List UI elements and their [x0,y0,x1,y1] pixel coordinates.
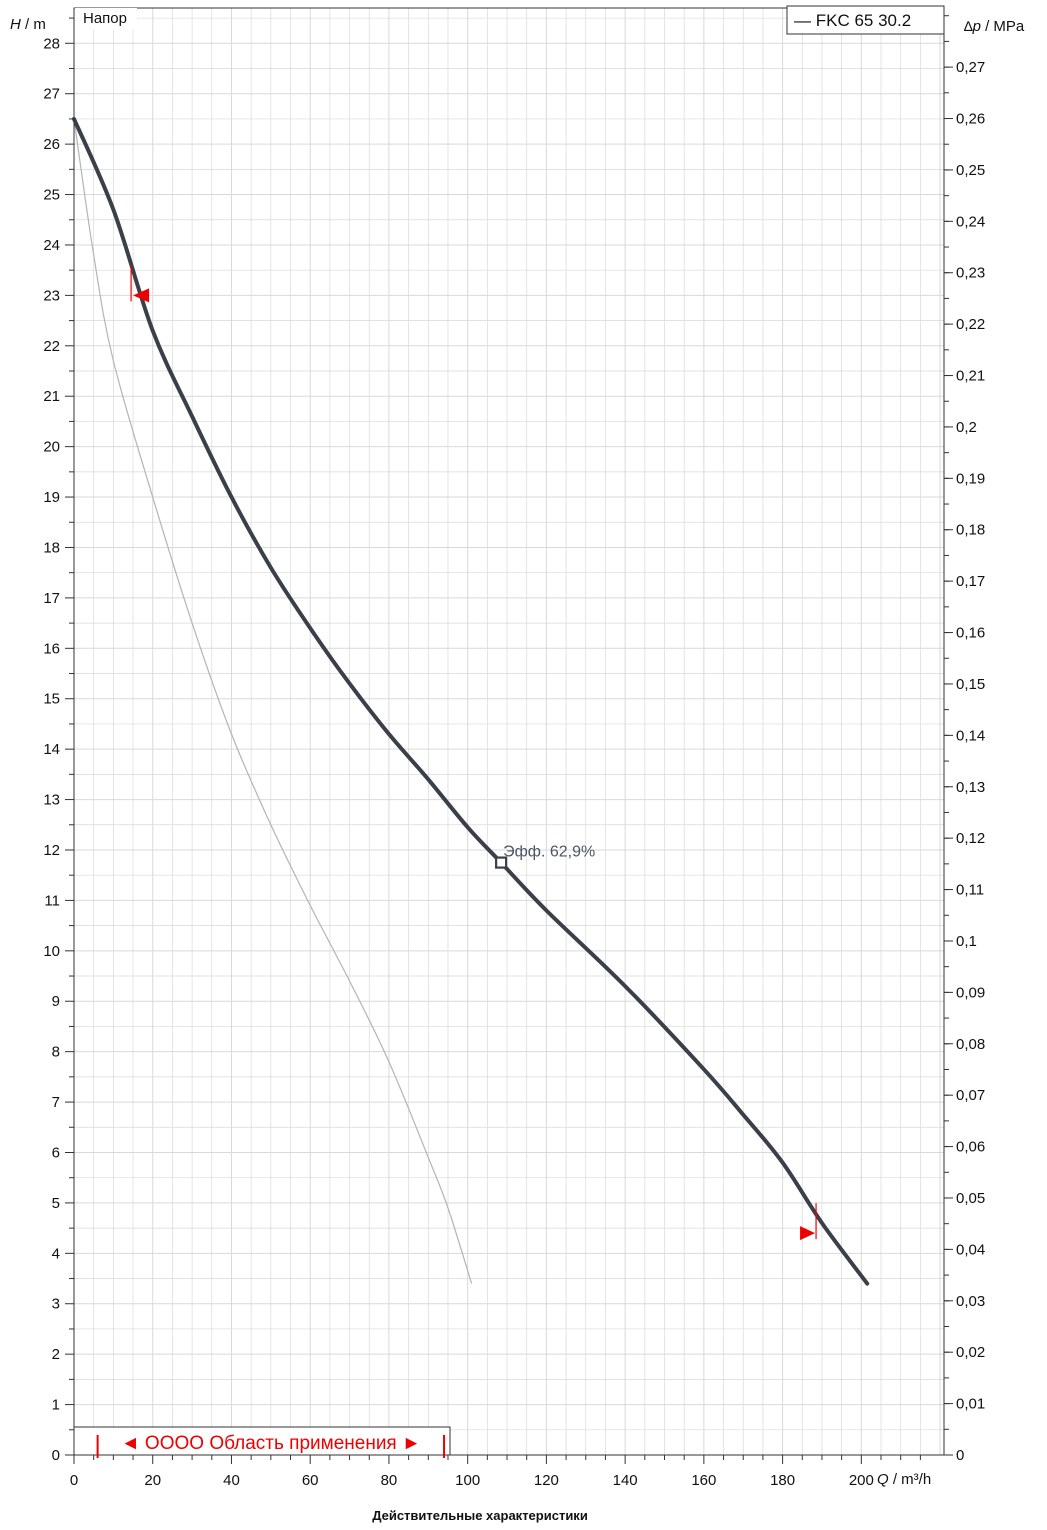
efficiency-point-marker [495,856,508,869]
curves [72,116,870,1286]
y-left-tick-label: 14 [43,741,60,758]
y-right-tick-label: 0,11 [956,882,984,899]
y-right-tick-label: 0,12 [956,830,985,847]
y-left-tick-label: 25 [43,187,60,204]
plot-border [73,7,945,1456]
y-left-tick-label: 15 [43,691,60,708]
y-right-tick-label: 0,15 [956,676,985,693]
x-tick-label: 200 [849,1472,874,1489]
y-left-tick-label: 27 [43,86,60,103]
y-right-tick-label: 0,02 [956,1344,985,1361]
y-axis-right-label: ∆p / MPa [964,18,1025,35]
y-right-tick-label: 0,27 [956,59,985,76]
y-left-tick-label: 0 [52,1447,60,1464]
y-right-tick-label: 0,22 [956,316,985,333]
y-right-tick-label: 0,03 [956,1293,985,1310]
panel-label-box: Напор [75,8,137,30]
legend-box [786,5,945,35]
range-start-arrow [133,288,150,303]
y-right-tick-label: 0,26 [956,111,985,128]
y-left-tick-label: 11 [44,892,60,909]
y-left-tick-label: 12 [43,842,60,859]
y-right-tick-label: 0,09 [956,984,985,1001]
y-right-tick-label: 0,21 [956,368,985,385]
axis-ticks: 0123456789101112131415161718192021222324… [43,15,985,1489]
y-right-tick-label: 0,25 [956,162,985,179]
x-tick-label: 120 [534,1472,559,1489]
y-right-tick-label: 0,18 [956,522,985,539]
system-curve [73,118,473,1284]
y-right-tick-label: 0,08 [956,1036,985,1053]
y-right-tick-label: 0,06 [956,1139,985,1156]
y-right-tick-label: 0,17 [956,573,985,590]
y-right-tick-label: 0,16 [956,625,985,642]
y-right-unit: / MPa [981,18,1025,35]
y-left-tick-label: 16 [43,640,60,657]
y-left-tick-label: 28 [43,35,60,52]
x-unit: / m³/h [889,1471,932,1488]
x-axis-label: Q / m³/h [877,1471,931,1488]
y-left-tick-label: 19 [43,489,60,506]
x-tick-label: 40 [223,1472,240,1489]
y-right-tick-label: 0,19 [956,470,985,487]
application-range-box [73,1426,451,1456]
y-left-tick-label: 26 [43,136,60,153]
legend-entry: — FKC 65 30.2 [794,11,911,30]
pump-curve-fkc-65-30-2 [72,116,870,1286]
y-right-tick-label: 0 [956,1447,964,1464]
y-left-tick-label: 23 [43,287,60,304]
y-left-tick-label: 22 [43,338,60,355]
y-right-tick-label: 0,24 [956,213,985,230]
x-symbol: Q [877,1471,889,1488]
y-left-tick-label: 20 [43,439,60,456]
y-left-unit: / m [21,16,46,33]
x-tick-label: 180 [770,1472,795,1489]
y-left-tick-label: 21 [43,388,60,405]
grid [74,8,944,1455]
y-right-tick-label: 0,07 [956,1087,985,1104]
y-left-tick-label: 8 [52,1044,60,1061]
y-right-tick-label: 0,1 [956,933,977,950]
x-tick-label: 100 [455,1472,480,1489]
x-tick-label: 160 [691,1472,716,1489]
y-axis-left-label: H / m [10,16,46,33]
plot-frame [73,7,945,1456]
y-left-tick-label: 4 [52,1245,60,1262]
x-tick-label: 80 [381,1472,398,1489]
y-left-tick-label: 17 [43,590,60,607]
y-right-delta: ∆ [964,18,973,34]
y-right-symbol: p [972,18,981,35]
y-right-tick-label: 0,01 [956,1396,985,1413]
y-left-tick-label: 10 [43,943,60,960]
y-left-tick-label: 5 [52,1195,60,1212]
y-left-tick-label: 1 [52,1397,60,1414]
y-right-tick-label: 0,23 [956,265,985,282]
range-end-arrow [800,1226,816,1241]
panel-label: Напор [83,10,127,27]
y-right-tick-label: 0,2 [956,419,977,436]
y-left-tick-label: 9 [52,993,60,1010]
y-right-tick-label: 0,14 [956,727,985,744]
x-tick-label: 60 [302,1472,319,1489]
markers: Эфф. 62,9% ◄ OOOO Область применения ► [73,265,817,1458]
y-left-tick-label: 7 [52,1094,60,1111]
efficiency-label: Эфф. 62,9% [503,844,595,861]
legend: — FKC 65 30.2 [786,5,945,35]
chart-caption: Действительные характеристики [372,1508,588,1523]
y-right-tick-label: 0,04 [956,1241,985,1258]
y-left-tick-label: 24 [43,237,60,254]
application-range-label: ◄ OOOO Область применения ► [121,1433,421,1454]
y-left-symbol: H [10,16,21,33]
y-left-tick-label: 18 [43,539,60,556]
y-left-tick-label: 6 [52,1144,60,1161]
y-right-tick-label: 0,13 [956,779,985,796]
x-tick-label: 20 [144,1472,161,1489]
x-tick-label: 140 [613,1472,638,1489]
y-left-tick-label: 13 [43,792,60,809]
y-left-tick-label: 3 [52,1296,60,1313]
y-left-tick-label: 2 [52,1346,60,1363]
x-tick-label: 0 [70,1472,78,1489]
y-right-tick-label: 0,05 [956,1190,985,1207]
